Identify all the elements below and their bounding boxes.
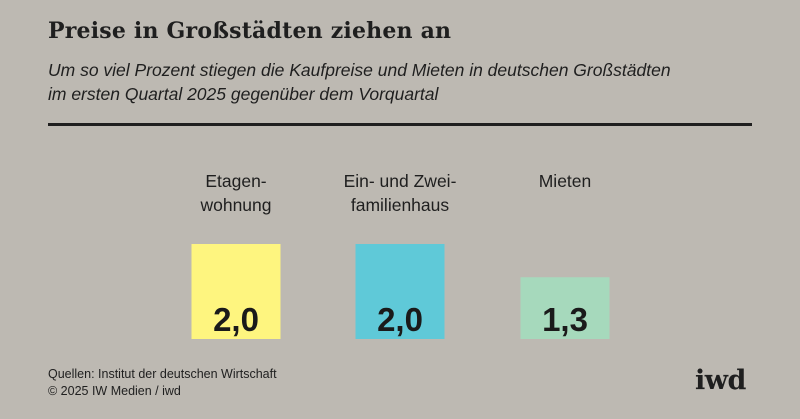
category-label-2-line-2: familienhaus	[350, 195, 450, 215]
bar-value-label-2: 2,0	[377, 301, 423, 338]
bar-2	[355, 244, 445, 339]
category-label-1-line-1: Etagen-	[205, 171, 267, 191]
subtitle-line-1: Um so viel Prozent stiegen die Kaufpreis…	[48, 60, 671, 80]
subtitle-line-2: im ersten Quartal 2025 gegenüber dem Vor…	[48, 84, 439, 104]
category-label-3: Mieten	[470, 169, 660, 193]
iwd-logo: iwd	[695, 365, 746, 396]
category-label-2-line-1: Ein- und Zwei-	[343, 171, 457, 191]
bar-value-label-1: 2,0	[213, 301, 259, 338]
bar-3	[520, 277, 610, 339]
source-note: Quellen: Institut der deutschen Wirtscha…	[48, 367, 277, 381]
chart-subtitle: Um so viel Prozent stiegen die Kaufpreis…	[48, 58, 768, 106]
title-divider	[48, 123, 752, 126]
chart-title: Preise in Großstädten ziehen an	[48, 18, 452, 44]
category-label-1-line-2: wohnung	[200, 195, 272, 215]
copyright-note: © 2025 IW Medien / iwd	[48, 384, 181, 398]
bar-1	[191, 244, 281, 339]
footer: Quellen: Institut der deutschen Wirtscha…	[48, 366, 277, 400]
category-label-1: Etagen-wohnung	[141, 169, 331, 217]
category-label-3-line-1: Mieten	[538, 171, 592, 191]
category-label-2: Ein- und Zwei-familienhaus	[305, 169, 495, 217]
bar-value-label-3: 1,3	[542, 301, 588, 338]
